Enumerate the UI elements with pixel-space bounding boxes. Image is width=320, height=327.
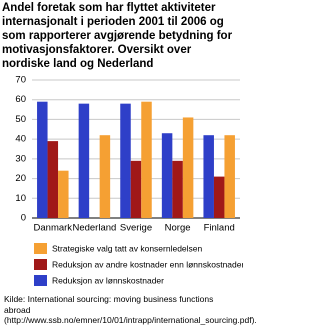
x-tick-label: Sverige [120, 223, 152, 234]
bar [120, 103, 131, 218]
legend-swatch [34, 259, 47, 270]
x-tick-label: Norge [165, 223, 191, 234]
bar [58, 170, 69, 218]
page: Andel foretak som har flyttet aktivitete… [0, 0, 257, 327]
chart: 0 10 20 30 40 50 60 70 Danmark Nederland Sverige No… [15, 75, 243, 286]
bar [161, 133, 173, 218]
legend-label: Strategiske valg tatt av konsernledelsen [52, 243, 203, 253]
legend-label: Reduksjon av andre kostnader enn lønnsko… [52, 259, 243, 269]
bar [99, 135, 111, 218]
bar [47, 141, 59, 218]
y-tick-label: 40 [15, 134, 26, 145]
bar [213, 176, 225, 218]
bar [141, 101, 152, 218]
legend-swatch [34, 275, 47, 286]
legend-swatch [34, 243, 47, 254]
bar [224, 135, 235, 218]
bar [182, 117, 194, 218]
chart-title: Andel foretak som har flyttet aktivitete… [2, 2, 233, 70]
x-tick-label: Finland [204, 223, 235, 234]
bar [37, 101, 48, 218]
y-tick-label: 0 [21, 213, 26, 224]
y-tick-label: 50 [15, 114, 26, 125]
bar [203, 135, 214, 218]
x-tick-label: Nederland [72, 223, 116, 234]
y-tick-label: 10 [15, 193, 26, 204]
bar [78, 103, 90, 218]
source-note: Kilde: International sourcing: moving bu… [4, 294, 257, 325]
y-tick-label: 60 [15, 94, 26, 105]
y-tick-label: 20 [15, 173, 26, 184]
bar [172, 160, 183, 218]
y-tick-label: 70 [15, 75, 26, 86]
x-tick-label: Danmark [34, 223, 73, 234]
legend-label: Reduksjon av lønnskostnader [52, 275, 164, 285]
bar [130, 160, 142, 218]
y-tick-label: 30 [15, 153, 26, 164]
